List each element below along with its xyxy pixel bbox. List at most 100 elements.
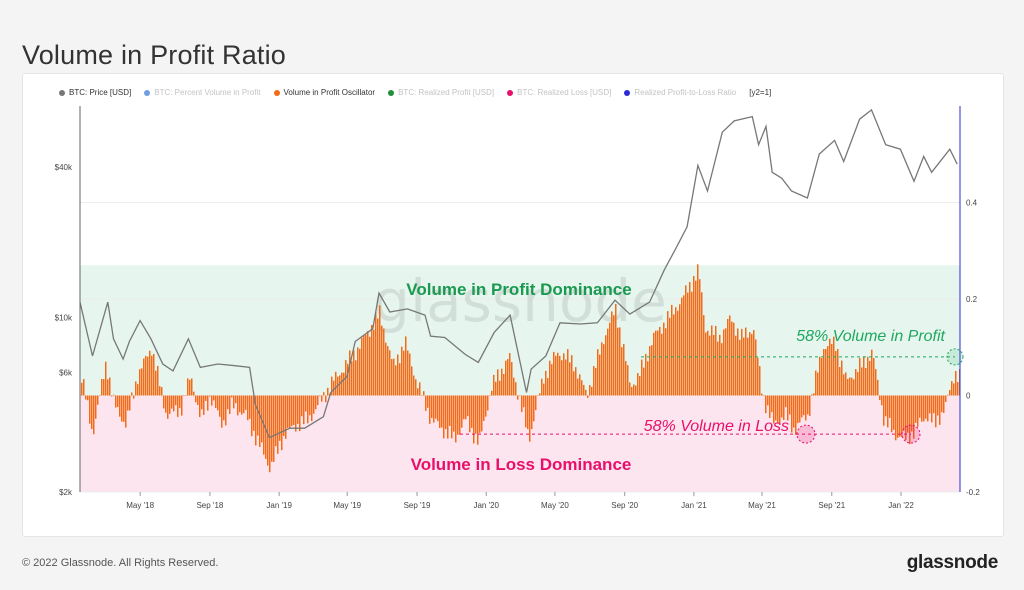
oscillator-bar xyxy=(147,356,149,396)
oscillator-bar xyxy=(125,395,127,428)
oscillator-bar xyxy=(673,314,675,396)
oscillator-bar xyxy=(121,395,123,422)
oscillator-bar xyxy=(891,395,893,433)
oscillator-bar xyxy=(249,395,251,419)
oscillator-bar xyxy=(777,395,779,424)
legend-item-realized-loss[interactable]: BTC: Realized Loss [USD] xyxy=(507,88,611,97)
oscillator-bar xyxy=(315,395,317,410)
oscillator-bar xyxy=(389,350,391,396)
oscillator-bar xyxy=(597,349,599,396)
oscillator-bar xyxy=(523,395,525,408)
oscillator-bar xyxy=(445,395,447,430)
x-tick-label: Jan '19 xyxy=(266,501,292,510)
oscillator-bar xyxy=(915,395,917,423)
oscillator-bar xyxy=(639,376,641,396)
x-tick-label: Jan '21 xyxy=(681,501,707,510)
oscillator-bar xyxy=(577,378,579,396)
legend-item-percent-volume-in-profit[interactable]: BTC: Percent Volume in Profit xyxy=(144,88,261,97)
oscillator-bar xyxy=(769,395,771,418)
oscillator-bar xyxy=(221,395,223,428)
legend-item-y2[interactable]: [y2=1] xyxy=(749,88,771,97)
oscillator-bar xyxy=(181,395,183,416)
oscillator-bar xyxy=(489,395,491,396)
oscillator-bar xyxy=(539,393,541,396)
oscillator-bar xyxy=(423,391,425,396)
oscillator-bar xyxy=(823,349,825,396)
legend-item-realized-profit-to-loss-ratio[interactable]: Realized Profit-to-Loss Ratio xyxy=(624,88,736,97)
oscillator-bar xyxy=(253,395,255,431)
oscillator-bar xyxy=(553,351,555,396)
oscillator-bar xyxy=(123,395,125,422)
oscillator-bar xyxy=(633,384,635,396)
oscillator-bar xyxy=(149,350,151,396)
oscillator-bar xyxy=(941,395,943,413)
legend-item-btc-price[interactable]: BTC: Price [USD] xyxy=(59,88,131,97)
oscillator-bar xyxy=(653,332,655,396)
oscillator-bar xyxy=(907,395,909,433)
oscillator-bar xyxy=(461,395,463,428)
oscillator-bar xyxy=(251,395,253,437)
legend-item-volume-in-profit-oscillator[interactable]: Volume in Profit Oscillator xyxy=(273,88,375,97)
oscillator-bar xyxy=(741,328,743,396)
oscillator-bar xyxy=(91,395,93,430)
oscillator-bar xyxy=(193,391,195,396)
legend-dot-icon xyxy=(388,89,395,96)
oscillator-bar xyxy=(731,321,733,396)
oscillator-bar xyxy=(373,329,375,396)
oscillator-bar xyxy=(627,365,629,396)
oscillator-bar xyxy=(895,395,897,441)
oscillator-bar xyxy=(747,337,749,396)
oscillator-bar xyxy=(275,395,277,447)
oscillator-bar xyxy=(177,395,179,417)
oscillator-bar xyxy=(877,379,879,396)
oscillator-bar xyxy=(835,350,837,396)
oscillator-bar xyxy=(505,360,507,396)
x-tick-label: Sep '21 xyxy=(818,501,845,510)
oscillator-bar xyxy=(317,395,319,406)
oscillator-bar xyxy=(801,395,803,418)
oscillator-bar xyxy=(127,395,129,411)
oscillator-bar xyxy=(247,395,249,421)
oscillator-bar xyxy=(945,395,947,402)
oscillator-bar xyxy=(179,395,181,409)
oscillator-bar xyxy=(545,370,547,396)
oscillator-bar xyxy=(377,318,379,396)
oscillator-bar xyxy=(929,395,931,414)
oscillator-bar xyxy=(237,395,239,416)
oscillator-bar xyxy=(621,347,623,396)
oscillator-bar xyxy=(595,367,597,396)
oscillator-bar xyxy=(869,360,871,396)
oscillator-bar xyxy=(755,339,757,396)
legend-item-realized-profit[interactable]: BTC: Realized Profit [USD] xyxy=(388,88,494,97)
oscillator-bar xyxy=(365,334,367,396)
oscillator-bar xyxy=(927,395,929,422)
oscillator-bar xyxy=(161,387,163,396)
oscillator-bar xyxy=(933,395,935,414)
oscillator-bar xyxy=(537,395,539,396)
legend-dot-icon xyxy=(273,89,280,96)
oscillator-bar xyxy=(213,395,215,401)
oscillator-bar xyxy=(843,374,845,396)
oscillator-bar xyxy=(157,365,159,396)
oscillator-bar xyxy=(815,370,817,396)
oscillator-bar xyxy=(845,372,847,396)
oscillator-bar xyxy=(847,378,849,396)
oscillator-bar xyxy=(737,328,739,396)
oscillator-bar xyxy=(431,395,433,419)
oscillator-bar xyxy=(327,387,329,396)
oscillator-bar xyxy=(525,395,527,428)
oscillator-bar xyxy=(657,330,659,396)
oscillator-bar xyxy=(807,395,809,415)
oscillator-bar xyxy=(667,311,669,396)
oscillator-bar xyxy=(901,395,903,437)
oscillator-bar xyxy=(497,369,499,396)
oscillator-bar xyxy=(787,395,789,421)
oscillator-bar xyxy=(87,395,89,401)
oscillator-bar xyxy=(529,395,531,442)
oscillator-bar xyxy=(267,395,269,466)
oscillator-bar xyxy=(515,382,517,396)
oscillator-bar xyxy=(859,357,861,396)
oscillator-bar xyxy=(325,395,327,403)
legend-label: BTC: Realized Profit [USD] xyxy=(398,88,495,97)
